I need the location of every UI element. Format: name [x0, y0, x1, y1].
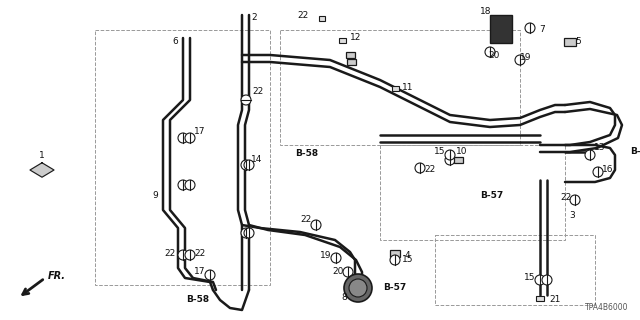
Text: 19: 19 [520, 53, 532, 62]
Text: 6: 6 [172, 37, 178, 46]
Text: 16: 16 [602, 165, 614, 174]
Circle shape [185, 133, 195, 143]
Circle shape [542, 275, 552, 285]
Polygon shape [30, 163, 54, 177]
Text: 5: 5 [575, 37, 581, 46]
Circle shape [585, 150, 595, 160]
Circle shape [525, 23, 535, 33]
Circle shape [485, 47, 495, 57]
Text: 15: 15 [435, 148, 445, 156]
Bar [454, 157, 463, 163]
Text: 12: 12 [350, 34, 362, 43]
Bar [390, 250, 400, 257]
Bar [346, 52, 355, 58]
Circle shape [343, 267, 353, 277]
Circle shape [241, 228, 251, 238]
Circle shape [185, 180, 195, 190]
Text: 22: 22 [164, 249, 175, 258]
Text: B-57: B-57 [383, 284, 406, 292]
Circle shape [241, 95, 251, 105]
Text: TPA4B6000: TPA4B6000 [584, 303, 628, 312]
Text: 3: 3 [569, 211, 575, 220]
Text: B-57: B-57 [480, 190, 503, 199]
Text: 20: 20 [488, 51, 500, 60]
Circle shape [344, 274, 372, 302]
Bar [339, 37, 346, 43]
Bar [392, 85, 399, 91]
Text: 22: 22 [195, 249, 205, 258]
Circle shape [535, 275, 545, 285]
Bar [280, 30, 520, 145]
Text: 13: 13 [595, 143, 605, 153]
Bar [380, 145, 565, 240]
Text: FR.: FR. [48, 271, 66, 281]
Circle shape [445, 150, 455, 160]
Circle shape [331, 253, 341, 263]
Circle shape [570, 195, 580, 205]
Text: 14: 14 [252, 156, 262, 164]
Text: 17: 17 [195, 268, 205, 276]
Text: B-17-20: B-17-20 [630, 148, 640, 156]
Text: 22: 22 [424, 165, 436, 174]
Circle shape [311, 220, 321, 230]
Bar [435, 235, 595, 305]
Text: B-58: B-58 [295, 148, 318, 157]
Bar [319, 15, 325, 20]
Text: 22: 22 [561, 194, 572, 203]
Text: 22: 22 [300, 215, 312, 225]
Circle shape [205, 270, 215, 280]
Circle shape [593, 167, 603, 177]
Text: 21: 21 [549, 295, 561, 305]
Circle shape [244, 160, 254, 170]
Text: 1: 1 [39, 150, 45, 159]
Text: 22: 22 [298, 11, 308, 20]
Bar [536, 295, 544, 300]
Text: 15: 15 [403, 255, 413, 265]
Text: 22: 22 [252, 87, 264, 97]
Text: 4: 4 [404, 251, 410, 260]
Bar [564, 38, 576, 46]
Bar [346, 59, 355, 65]
Bar [490, 15, 512, 43]
Text: 11: 11 [403, 83, 413, 92]
Text: 20: 20 [332, 268, 344, 276]
Circle shape [349, 279, 367, 297]
Circle shape [185, 250, 195, 260]
Text: 19: 19 [320, 251, 332, 260]
Circle shape [241, 160, 251, 170]
Text: 15: 15 [524, 274, 536, 283]
Text: 17: 17 [195, 127, 205, 137]
Circle shape [244, 228, 254, 238]
Text: 7: 7 [539, 26, 545, 35]
Text: 10: 10 [456, 148, 468, 156]
Circle shape [178, 133, 188, 143]
Circle shape [178, 250, 188, 260]
Circle shape [178, 180, 188, 190]
Text: B-58: B-58 [186, 295, 209, 305]
Text: 8: 8 [341, 293, 347, 302]
Text: 9: 9 [152, 190, 158, 199]
Bar [95, 30, 270, 285]
Circle shape [445, 155, 455, 165]
Circle shape [415, 163, 425, 173]
Text: 2: 2 [251, 13, 257, 22]
Circle shape [390, 255, 400, 265]
Circle shape [515, 55, 525, 65]
Text: 18: 18 [480, 7, 492, 17]
